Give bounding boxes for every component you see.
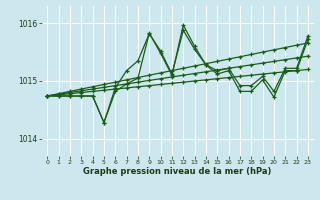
X-axis label: Graphe pression niveau de la mer (hPa): Graphe pression niveau de la mer (hPa) [84, 167, 272, 176]
